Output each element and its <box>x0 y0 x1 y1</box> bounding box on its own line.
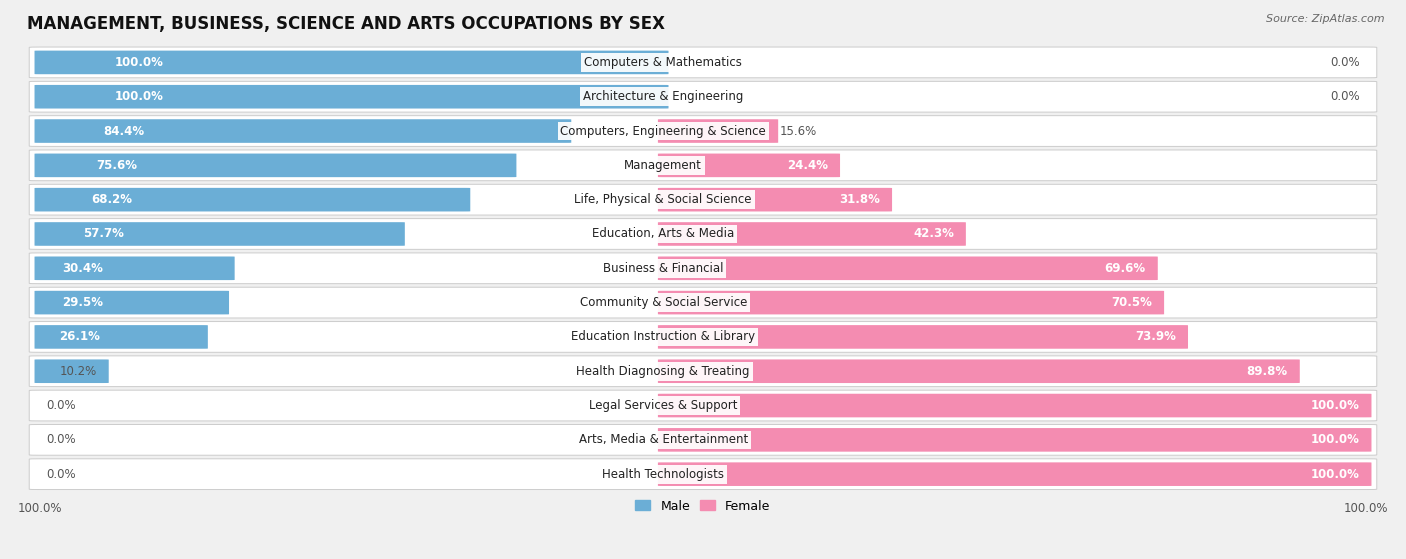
Text: Computers & Mathematics: Computers & Mathematics <box>585 56 742 69</box>
FancyBboxPatch shape <box>35 291 229 314</box>
Text: Arts, Media & Entertainment: Arts, Media & Entertainment <box>579 433 748 446</box>
Text: 10.2%: 10.2% <box>59 364 97 378</box>
Text: 69.6%: 69.6% <box>1105 262 1146 275</box>
Text: 0.0%: 0.0% <box>1330 90 1360 103</box>
FancyBboxPatch shape <box>35 154 516 177</box>
Text: Health Technologists: Health Technologists <box>602 468 724 481</box>
Text: 26.1%: 26.1% <box>59 330 100 343</box>
Text: 29.5%: 29.5% <box>62 296 103 309</box>
FancyBboxPatch shape <box>35 85 668 108</box>
Text: Computers, Engineering & Science: Computers, Engineering & Science <box>561 125 766 138</box>
FancyBboxPatch shape <box>658 188 891 211</box>
FancyBboxPatch shape <box>35 188 470 211</box>
Text: 100.0%: 100.0% <box>1310 399 1360 412</box>
FancyBboxPatch shape <box>658 462 1371 486</box>
Text: 0.0%: 0.0% <box>46 468 76 481</box>
FancyBboxPatch shape <box>658 325 1188 349</box>
Text: 100.0%: 100.0% <box>115 90 163 103</box>
FancyBboxPatch shape <box>658 428 1371 452</box>
Text: 30.4%: 30.4% <box>63 262 104 275</box>
Text: Community & Social Service: Community & Social Service <box>579 296 747 309</box>
Text: 0.0%: 0.0% <box>46 399 76 412</box>
Text: 73.9%: 73.9% <box>1135 330 1175 343</box>
Text: 15.6%: 15.6% <box>779 125 817 138</box>
Text: MANAGEMENT, BUSINESS, SCIENCE AND ARTS OCCUPATIONS BY SEX: MANAGEMENT, BUSINESS, SCIENCE AND ARTS O… <box>27 15 665 33</box>
Legend: Male, Female: Male, Female <box>630 495 776 518</box>
FancyBboxPatch shape <box>30 219 1376 249</box>
FancyBboxPatch shape <box>35 325 208 349</box>
FancyBboxPatch shape <box>30 116 1376 146</box>
Text: 42.3%: 42.3% <box>912 228 953 240</box>
Text: 100.0%: 100.0% <box>115 56 163 69</box>
Text: 100.0%: 100.0% <box>1310 468 1360 481</box>
FancyBboxPatch shape <box>35 359 108 383</box>
FancyBboxPatch shape <box>30 184 1376 215</box>
Text: Life, Physical & Social Science: Life, Physical & Social Science <box>575 193 752 206</box>
FancyBboxPatch shape <box>30 82 1376 112</box>
Text: Source: ZipAtlas.com: Source: ZipAtlas.com <box>1267 14 1385 24</box>
FancyBboxPatch shape <box>658 119 778 143</box>
FancyBboxPatch shape <box>30 424 1376 455</box>
Text: Business & Financial: Business & Financial <box>603 262 724 275</box>
Text: Education Instruction & Library: Education Instruction & Library <box>571 330 755 343</box>
FancyBboxPatch shape <box>30 287 1376 318</box>
FancyBboxPatch shape <box>30 459 1376 490</box>
Text: Management: Management <box>624 159 702 172</box>
FancyBboxPatch shape <box>30 356 1376 387</box>
FancyBboxPatch shape <box>658 394 1371 418</box>
Text: 70.5%: 70.5% <box>1111 296 1152 309</box>
Text: 31.8%: 31.8% <box>839 193 880 206</box>
FancyBboxPatch shape <box>658 291 1164 314</box>
Text: 75.6%: 75.6% <box>97 159 138 172</box>
FancyBboxPatch shape <box>658 257 1157 280</box>
FancyBboxPatch shape <box>35 119 571 143</box>
Text: 68.2%: 68.2% <box>91 193 132 206</box>
FancyBboxPatch shape <box>35 51 668 74</box>
Text: 100.0%: 100.0% <box>1310 433 1360 446</box>
FancyBboxPatch shape <box>30 321 1376 352</box>
Text: Legal Services & Support: Legal Services & Support <box>589 399 738 412</box>
Text: 84.4%: 84.4% <box>103 125 143 138</box>
FancyBboxPatch shape <box>30 390 1376 421</box>
Text: Architecture & Engineering: Architecture & Engineering <box>583 90 744 103</box>
FancyBboxPatch shape <box>35 257 235 280</box>
FancyBboxPatch shape <box>658 359 1299 383</box>
Text: 57.7%: 57.7% <box>83 228 124 240</box>
Text: 0.0%: 0.0% <box>1330 56 1360 69</box>
FancyBboxPatch shape <box>658 222 966 246</box>
Text: 0.0%: 0.0% <box>46 433 76 446</box>
Text: Health Diagnosing & Treating: Health Diagnosing & Treating <box>576 364 749 378</box>
Text: 24.4%: 24.4% <box>787 159 828 172</box>
FancyBboxPatch shape <box>30 47 1376 78</box>
FancyBboxPatch shape <box>658 154 839 177</box>
FancyBboxPatch shape <box>30 150 1376 181</box>
FancyBboxPatch shape <box>35 222 405 246</box>
FancyBboxPatch shape <box>30 253 1376 283</box>
Text: 89.8%: 89.8% <box>1247 364 1288 378</box>
Text: Education, Arts & Media: Education, Arts & Media <box>592 228 734 240</box>
